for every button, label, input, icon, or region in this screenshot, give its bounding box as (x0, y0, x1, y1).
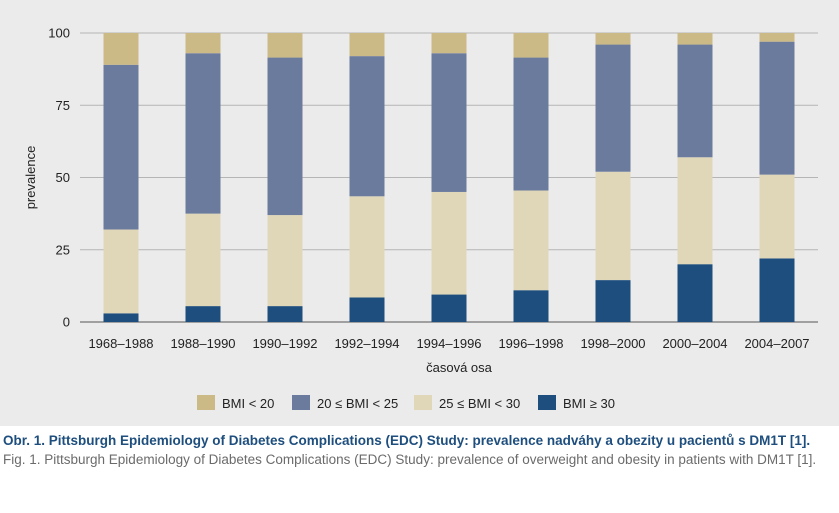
bar-segment-bmi-20 (103, 33, 139, 65)
bar-segment-20-bmi-25 (677, 44, 713, 158)
bar-segment-20-bmi-25 (103, 64, 139, 230)
y-tick-label: 25 (56, 242, 70, 257)
chart-panel: 0 25 50 75 100 1968–1988 1988–1990 1990–1992 199… (0, 0, 839, 426)
bar-segment-bmi-20 (185, 33, 221, 54)
bar-segment-20-bmi-25 (185, 53, 221, 214)
legend-label: BMI ≥ 30 (563, 396, 615, 411)
bar-segment-bmi-20 (595, 33, 631, 45)
x-tick-label: 2004–2007 (744, 336, 809, 351)
bar-segment-bmi-30 (431, 294, 467, 322)
bar-segment-bmi-20 (431, 33, 467, 54)
bar-segment-bmi-20 (513, 33, 549, 58)
bar-segment-bmi-30 (677, 264, 713, 322)
y-tick-label: 75 (56, 98, 70, 113)
bar-segment-20-bmi-25 (759, 41, 795, 175)
legend-swatch (414, 395, 432, 410)
legend-swatch (292, 395, 310, 410)
bar-segment-25-bmi-30 (759, 174, 795, 259)
bar-segment-bmi-30 (759, 258, 795, 322)
bar-segment-20-bmi-25 (595, 44, 631, 172)
y-axis-title: prevalence (23, 146, 38, 210)
bar-segment-bmi-30 (185, 306, 221, 322)
x-tick-label: 1992–1994 (334, 336, 399, 351)
bar-segment-bmi-30 (267, 306, 303, 322)
legend-label: 25 ≤ BMI < 30 (439, 396, 520, 411)
bar-segment-bmi-30 (595, 280, 631, 322)
figure-caption: Obr. 1. Pittsburgh Epidemiology of Diabe… (3, 432, 839, 468)
legend-label: 20 ≤ BMI < 25 (317, 396, 398, 411)
bar-segment-20-bmi-25 (431, 53, 467, 192)
bar-segment-25-bmi-30 (349, 196, 385, 298)
y-tick-label: 100 (48, 26, 70, 41)
legend-swatch (538, 395, 556, 410)
x-axis-title: časová osa (426, 360, 493, 375)
bar-segment-25-bmi-30 (677, 157, 713, 265)
bar-segment-bmi-30 (103, 313, 139, 322)
stacked-bar-chart: 0 25 50 75 100 1968–1988 1988–1990 1990–1992 199… (23, 26, 818, 411)
x-tick-label: 1996–1998 (498, 336, 563, 351)
legend-label: BMI < 20 (222, 396, 274, 411)
x-tick-label: 1988–1990 (170, 336, 235, 351)
bar-segment-bmi-20 (759, 33, 795, 42)
caption-english: Fig. 1. Pittsburgh Epidemiology of Diabe… (3, 452, 817, 467)
bar-segment-bmi-20 (677, 33, 713, 45)
x-tick-label: 1990–1992 (252, 336, 317, 351)
bar-segment-25-bmi-30 (513, 190, 549, 291)
bar-segment-25-bmi-30 (103, 229, 139, 314)
y-tick-label: 0 (63, 315, 70, 330)
bar-segment-25-bmi-30 (185, 213, 221, 307)
y-tick-label: 50 (56, 170, 70, 185)
bar-segment-25-bmi-30 (431, 191, 467, 295)
x-tick-label: 1994–1996 (416, 336, 481, 351)
bar-segment-25-bmi-30 (595, 171, 631, 281)
bar-segment-bmi-20 (267, 33, 303, 58)
bar-segment-bmi-20 (349, 33, 385, 57)
bar-segment-20-bmi-25 (513, 57, 549, 191)
bar-segment-20-bmi-25 (349, 56, 385, 197)
x-tick-label: 1968–1988 (88, 336, 153, 351)
legend-swatch (197, 395, 215, 410)
bar-segment-25-bmi-30 (267, 215, 303, 307)
bar-segment-20-bmi-25 (267, 57, 303, 216)
x-tick-label: 1998–2000 (580, 336, 645, 351)
caption-czech: Obr. 1. Pittsburgh Epidemiology of Diabe… (3, 433, 811, 448)
bar-segment-bmi-30 (513, 290, 549, 322)
bar-segment-bmi-30 (349, 297, 385, 322)
x-tick-label: 2000–2004 (662, 336, 727, 351)
